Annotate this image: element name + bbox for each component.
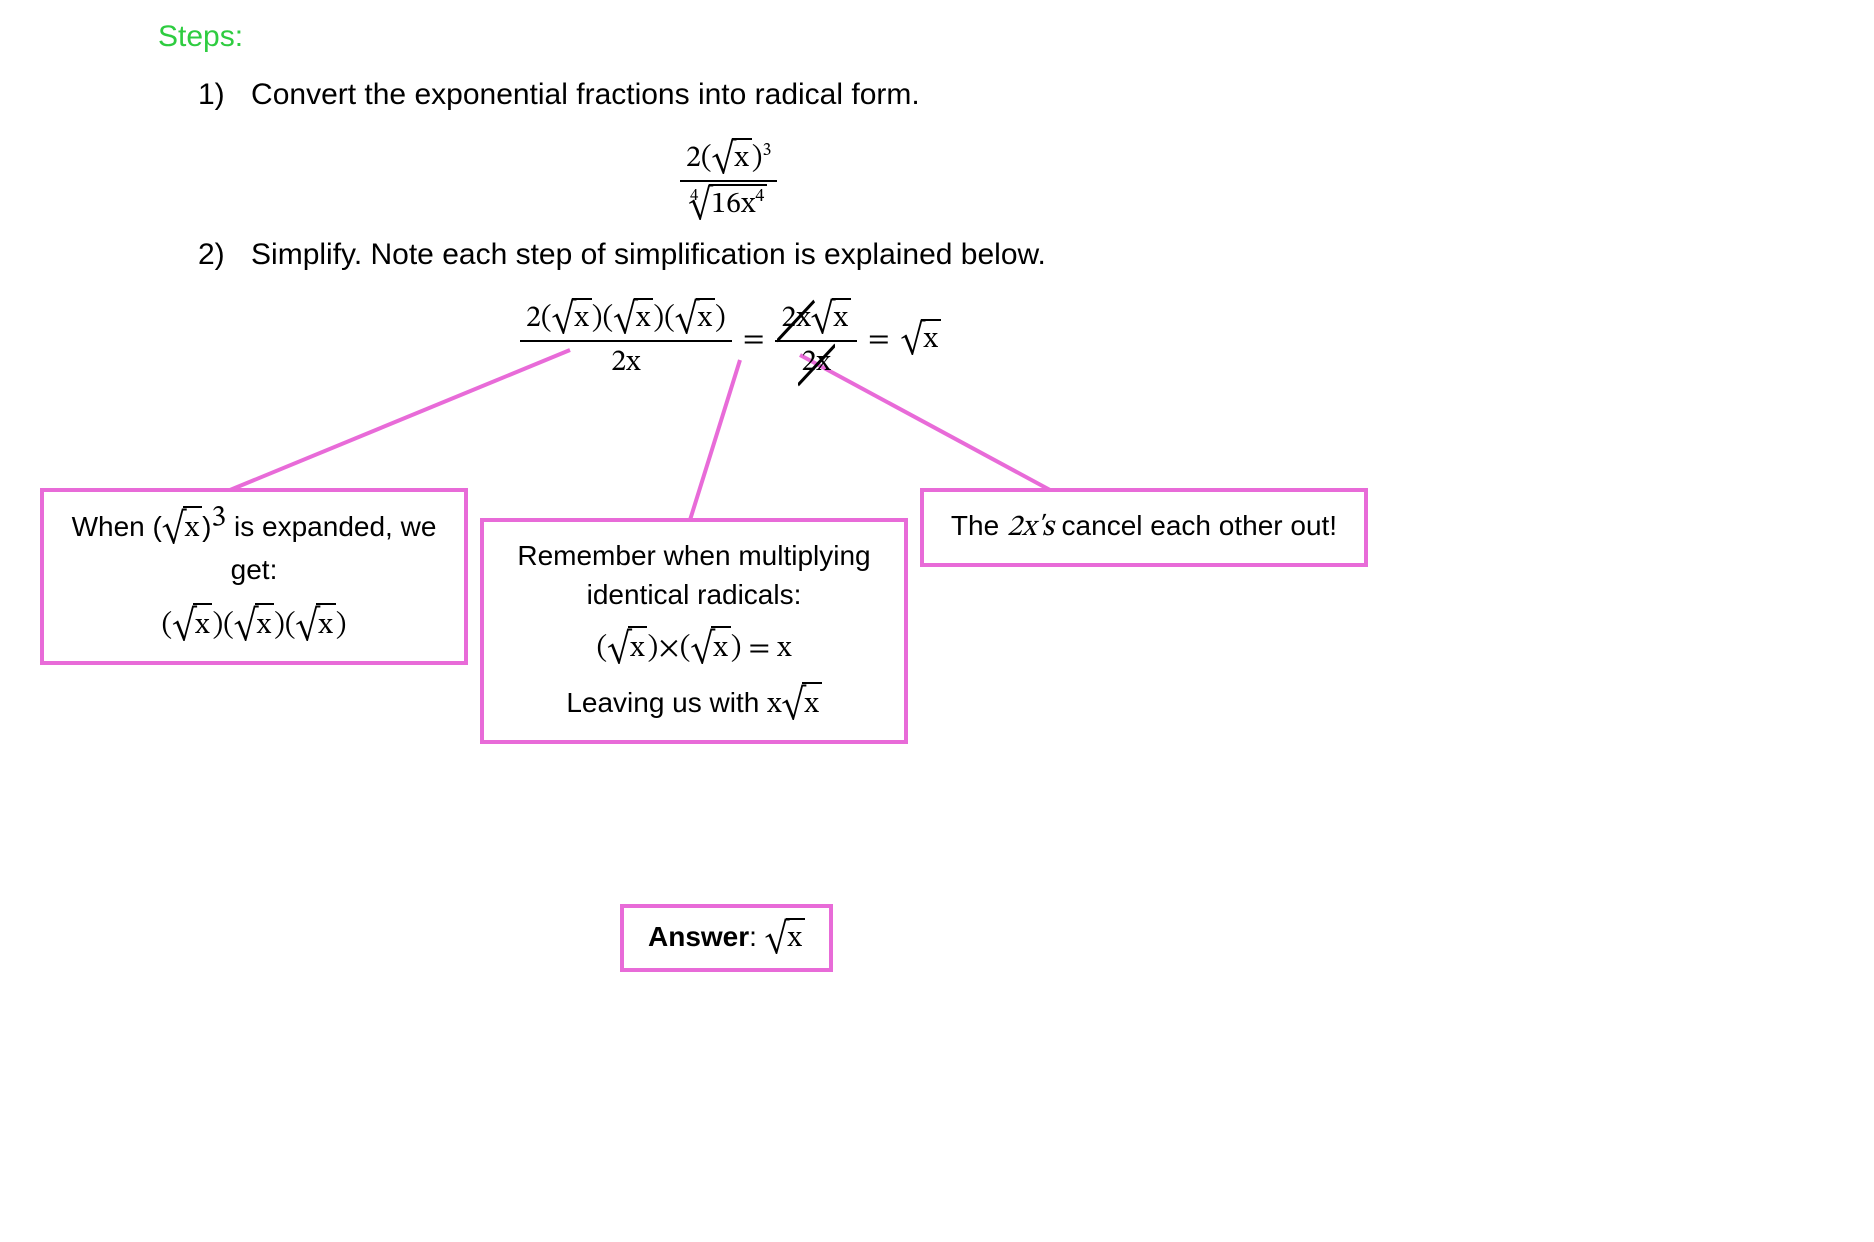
answer-sqrt: √x bbox=[765, 918, 805, 958]
eq2-f1-c3: ) bbox=[715, 304, 726, 334]
answer-rad: x bbox=[786, 918, 805, 958]
cm-eq-r2: x bbox=[711, 626, 730, 670]
step-2-text: Simplify. Note each step of simplificati… bbox=[251, 238, 1046, 271]
step-1-text: Convert the exponential fractions into r… bbox=[251, 78, 920, 111]
answer-box: Answer: √x bbox=[620, 904, 833, 972]
answer-label: Answer bbox=[648, 921, 749, 952]
cl-l2-c2: ) bbox=[274, 611, 285, 641]
eq2-f1-den-text: 2x bbox=[611, 348, 640, 378]
cl-l1-rad: x bbox=[183, 506, 202, 550]
cl-l2-c3: ) bbox=[336, 611, 347, 641]
eq1-den-sqrt: √16x4 bbox=[688, 184, 767, 224]
cl-l1-tail: is expanded, we get: bbox=[226, 511, 436, 585]
cm-eq: (√x)×(√x) = x bbox=[504, 626, 884, 670]
equation-1-fraction: 2(√x)3 4√16x4 bbox=[680, 138, 777, 224]
step-1: 1) Convert the exponential fractions int… bbox=[198, 78, 920, 112]
eq2-frac2-num: 2x √x bbox=[775, 298, 856, 340]
cm-eq-o2: ( bbox=[680, 634, 691, 664]
callout-right: The 2x's cancel each other out! bbox=[920, 488, 1368, 567]
cl-l2-r2: x bbox=[255, 603, 274, 647]
cl-l2-c1: ) bbox=[212, 611, 223, 641]
eq1-num-lead: 2( bbox=[686, 144, 712, 174]
callout-left-line2: (√x)(√x)(√x) bbox=[64, 603, 444, 647]
steps-heading: Steps: bbox=[158, 20, 243, 54]
cm-eq-o1: ( bbox=[597, 634, 608, 664]
callout-left-line1: When (√x)3 is expanded, we get: bbox=[64, 506, 444, 589]
cm-eq-c2: ) bbox=[731, 634, 742, 664]
cl-l1-pre: When ( bbox=[72, 511, 162, 542]
eq1-den-exp: 4 bbox=[755, 188, 764, 206]
cm-l4-x: x bbox=[767, 690, 781, 720]
cl-l2-o1: ( bbox=[162, 611, 173, 641]
eq2-f1-r1: x bbox=[572, 298, 591, 338]
eq2-f1-o3: ( bbox=[664, 304, 675, 334]
worksheet-page: Steps: 1) Convert the exponential fracti… bbox=[0, 0, 1874, 1242]
cm-eq-times: × bbox=[658, 634, 680, 664]
cm-line1: Remember when multiplying bbox=[504, 536, 884, 575]
eq2-f2-den-2x-strike: 2x bbox=[802, 344, 831, 382]
cm-eq-c1: ) bbox=[647, 634, 658, 664]
eq1-den-radicand: 16x4 bbox=[709, 184, 767, 224]
eq2-result: √x bbox=[901, 319, 941, 359]
eq2-eq1: = bbox=[739, 325, 776, 355]
cm-eq-eqx: = x bbox=[741, 634, 791, 664]
eq2-f1-lead: 2( bbox=[526, 304, 552, 334]
cm-eq-r1: x bbox=[628, 626, 647, 670]
cm-line4: Leaving us with x√x bbox=[504, 682, 884, 726]
eq2-f2-num-rad: x bbox=[832, 298, 851, 338]
eq2-frac2: 2x √x 2x bbox=[775, 298, 856, 382]
cl-l2-r3: x bbox=[316, 603, 335, 647]
eq2-frac1-den: 2x bbox=[520, 340, 732, 382]
eq1-den-base: 16x bbox=[711, 190, 755, 220]
callout-middle: Remember when multiplying identical radi… bbox=[480, 518, 908, 744]
eq2-f1-c1: ) bbox=[592, 304, 603, 334]
eq2-f2-num-2x-strike: 2x bbox=[781, 300, 810, 338]
step-2: 2) Simplify. Note each step of simplific… bbox=[198, 238, 1046, 272]
cl-l1-exp: 3 bbox=[211, 504, 226, 534]
eq2-f1-r2: x bbox=[634, 298, 653, 338]
steps-heading-text: Steps: bbox=[158, 20, 243, 53]
eq2-f1-c2: ) bbox=[653, 304, 664, 334]
eq2-f1-r3: x bbox=[696, 298, 715, 338]
eq1-num-exp: 3 bbox=[762, 142, 771, 160]
eq2-f2-den-2x: 2x bbox=[802, 348, 831, 378]
eq2-f1-o2: ( bbox=[602, 304, 613, 334]
eq1-num-radicand: x bbox=[732, 138, 751, 178]
eq1-num-sqrt: √x bbox=[712, 138, 752, 178]
cr-2x: 2x's bbox=[1007, 513, 1054, 543]
step-1-num: 1) bbox=[198, 78, 225, 111]
cl-l2-o3: ( bbox=[285, 611, 296, 641]
cl-l1-post: ) bbox=[202, 511, 211, 542]
answer-colon: : bbox=[749, 921, 765, 952]
eq2-f2-num-2x: 2x bbox=[781, 304, 810, 334]
eq2-frac1: 2(√x)(√x)(√x) 2x bbox=[520, 298, 732, 382]
equation-1-denominator: 4√16x4 bbox=[680, 180, 777, 224]
cm-l4-rad: x bbox=[802, 682, 821, 726]
eq2-result-rad: x bbox=[921, 319, 940, 359]
cm-l4-pre: Leaving us with bbox=[566, 687, 767, 718]
equation-2: 2(√x)(√x)(√x) 2x = 2x √x 2x = bbox=[520, 298, 941, 382]
eq2-frac1-num: 2(√x)(√x)(√x) bbox=[520, 298, 732, 340]
equation-1-numerator: 2(√x)3 bbox=[680, 138, 777, 180]
cm-line2: identical radicals: bbox=[504, 575, 884, 614]
equation-1: 2(√x)3 4√16x4 bbox=[680, 138, 777, 224]
eq1-num-close: ) bbox=[752, 144, 763, 174]
eq2-eq2: = bbox=[864, 325, 901, 355]
step-2-num: 2) bbox=[198, 238, 225, 271]
eq2-frac2-den: 2x bbox=[775, 340, 856, 382]
cr-post: cancel each other out! bbox=[1054, 510, 1337, 541]
cl-l2-o2: ( bbox=[223, 611, 234, 641]
cr-pre: The bbox=[951, 510, 1007, 541]
cl-l2-r1: x bbox=[193, 603, 212, 647]
callout-left: When (√x)3 is expanded, we get: (√x)(√x)… bbox=[40, 488, 468, 665]
